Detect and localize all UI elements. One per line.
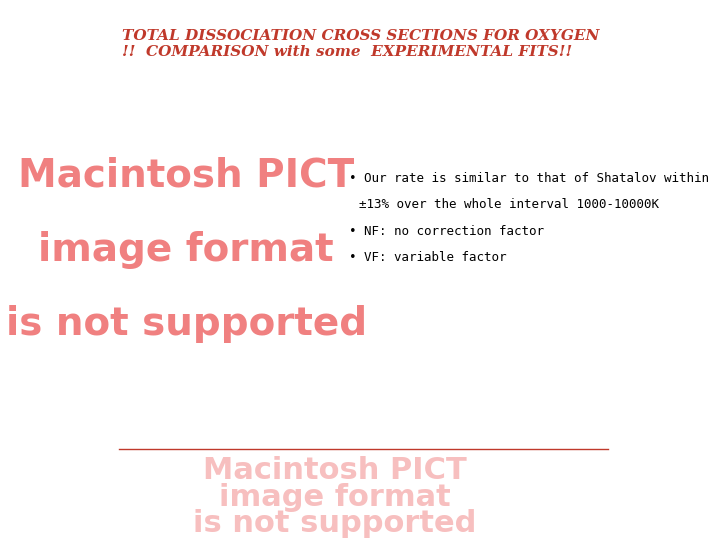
Text: is not supported: is not supported xyxy=(193,509,476,538)
Text: !!  COMPARISON with some  EXPERIMENTAL FITS!!: !! COMPARISON with some EXPERIMENTAL FIT… xyxy=(122,45,572,59)
Text: Macintosh PICT: Macintosh PICT xyxy=(18,157,354,194)
Text: TOTAL DISSOCIATION CROSS SECTIONS FOR OXYGEN: TOTAL DISSOCIATION CROSS SECTIONS FOR OX… xyxy=(122,29,600,43)
Text: ±13% over the whole interval 1000-10000K: ±13% over the whole interval 1000-10000K xyxy=(359,198,660,211)
Text: image format: image format xyxy=(38,231,334,269)
Text: • NF: no correction factor: • NF: no correction factor xyxy=(349,225,544,238)
Text: • VF: variable factor: • VF: variable factor xyxy=(349,252,506,265)
Text: • Our rate is similar to that of Shatalov within: • Our rate is similar to that of Shatalo… xyxy=(349,172,709,185)
Text: is not supported: is not supported xyxy=(6,305,366,343)
Text: Macintosh PICT: Macintosh PICT xyxy=(202,456,467,485)
Text: image format: image format xyxy=(219,483,450,512)
